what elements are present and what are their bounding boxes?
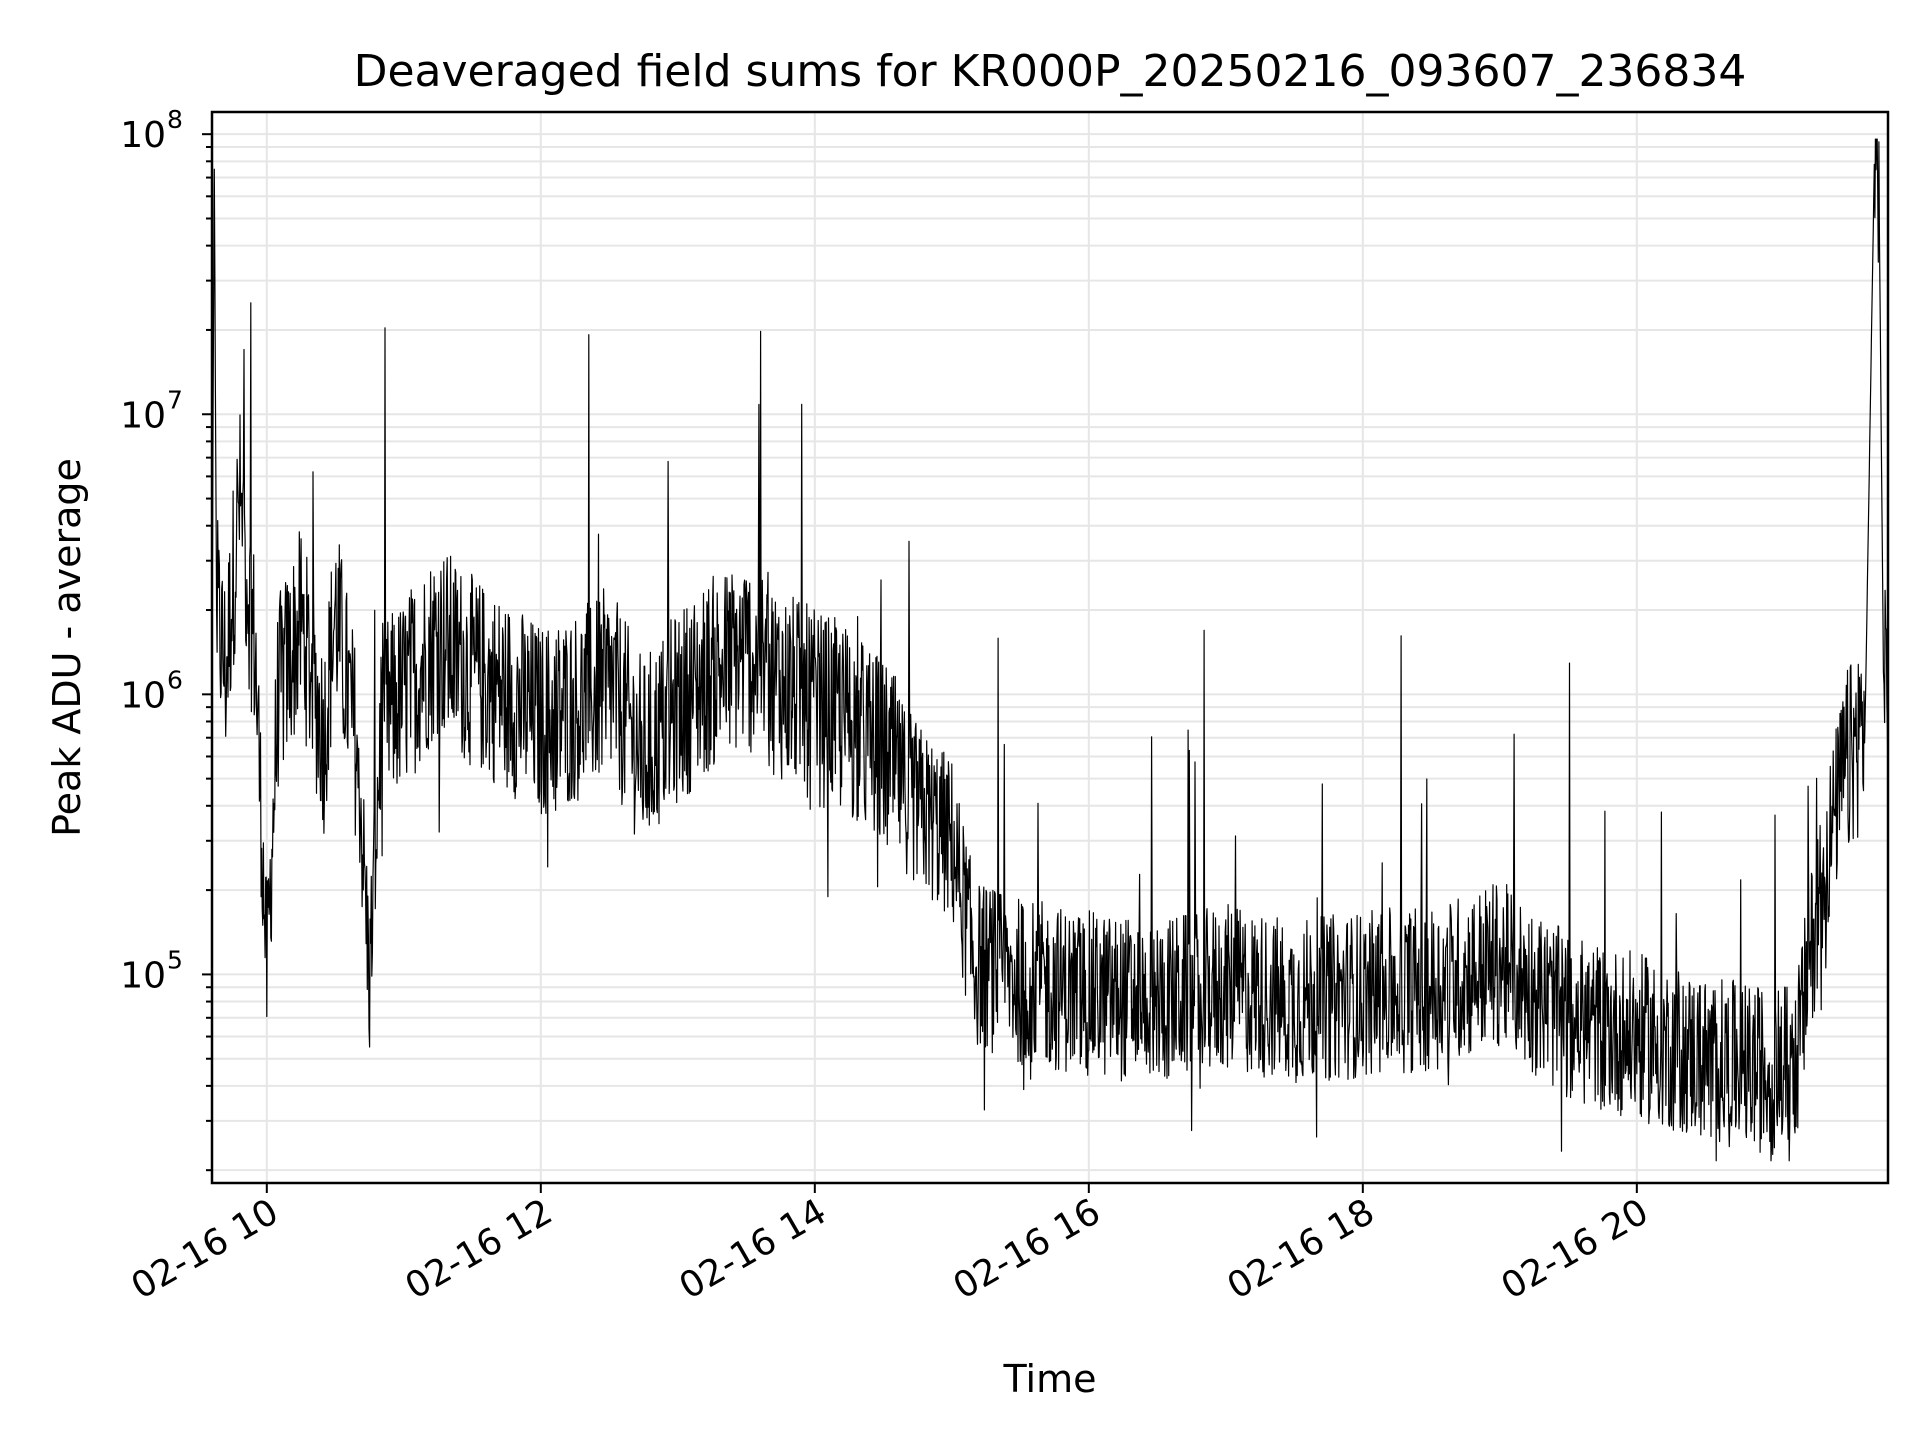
series-line-layer <box>211 138 1889 1162</box>
y-tick-label-base: 10 <box>120 955 166 996</box>
y-tick-label: 10 5 <box>120 945 183 996</box>
x-tick-label: 02-16 16 <box>947 1191 1108 1307</box>
series-line <box>211 138 1889 1162</box>
y-tick-label: 10 7 <box>120 385 183 436</box>
y-tick-label: 10 6 <box>120 665 183 716</box>
x-tick-label: 02-16 10 <box>125 1191 286 1307</box>
y-tick-label-exponent: 8 <box>167 105 183 134</box>
y-tick-label: 10 8 <box>120 105 183 156</box>
y-tick-label-base: 10 <box>120 115 166 156</box>
x-tick-label: 02-16 14 <box>673 1191 834 1307</box>
grid <box>212 112 1888 1183</box>
plot-frame <box>210 110 1890 1185</box>
y-tick-label-exponent: 6 <box>167 665 183 694</box>
y-tick-label-base: 10 <box>120 395 166 436</box>
y-tick-label-exponent: 5 <box>167 945 183 974</box>
x-axis-label: Time <box>1003 1357 1097 1401</box>
y-tick-label-base: 10 <box>120 675 166 716</box>
chart-title: Deaveraged field sums for KR000P_2025021… <box>354 46 1747 97</box>
x-tick-label: 02-16 18 <box>1221 1191 1382 1307</box>
y-axis-label: Peak ADU - average <box>45 458 89 837</box>
y-tick-label-exponent: 7 <box>167 385 183 414</box>
x-tick-label: 02-16 12 <box>399 1191 560 1307</box>
x-tick-label: 02-16 20 <box>1495 1191 1656 1307</box>
